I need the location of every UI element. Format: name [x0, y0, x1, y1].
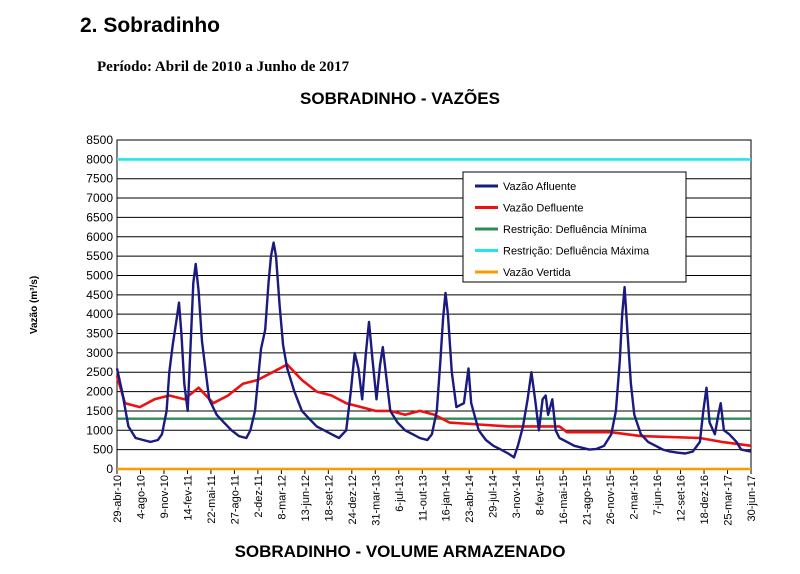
- legend-label: Vazão Vertida: [503, 267, 572, 279]
- y-tick-label: 7500: [86, 172, 113, 186]
- y-axis: 0 500 1000 1500 2000 2500 3000 3500 4000 4500 5000…: [86, 133, 113, 476]
- y-tick-label: 5500: [86, 249, 113, 263]
- x-tick-label: 6-jul-13: [394, 475, 406, 512]
- legend: Vazão Afluente Vazão Defluente Restrição: …: [462, 171, 687, 283]
- section-heading: 2. Sobradinho: [80, 14, 221, 37]
- y-tick-label: 1000: [86, 423, 113, 437]
- x-tick-label: 3-nov-14: [511, 475, 523, 518]
- x-tick-label: 9-nov-10: [159, 475, 171, 518]
- x-tick-label: 11-out-13: [417, 475, 429, 521]
- series-layer: [115, 158, 752, 471]
- next-chart-title: SOBRADINHO - VOLUME ARMAZENADO: [234, 542, 566, 561]
- x-tick-label: 30-jun-17: [746, 475, 758, 521]
- x-tick-label: 14-fev-11: [182, 475, 194, 521]
- chart-title: SOBRADINHO - VAZÕES: [300, 89, 500, 108]
- x-tick-label: 4-ago-10: [135, 475, 147, 519]
- x-tick-label: 29-abr-10: [112, 475, 124, 523]
- y-tick-label: 3500: [86, 327, 113, 341]
- legend-label: Vazão Afluente: [503, 181, 576, 193]
- legend-label: Restrição: Defluência Máxima: [503, 246, 650, 258]
- x-tick-label: 16-mai-15: [558, 475, 570, 525]
- legend-label: Restrição: Defluência Mínima: [503, 224, 648, 236]
- y-tick-label: 4000: [86, 307, 113, 321]
- legend-label: Vazão Defluente: [503, 203, 584, 215]
- x-tick-label: 29-jul-14: [488, 475, 500, 518]
- x-tick-label: 8-mar-12: [276, 475, 288, 520]
- y-tick-label: 8000: [86, 152, 113, 166]
- y-tick-label: 4500: [86, 288, 113, 302]
- x-tick-label: 2-dez-11: [253, 475, 265, 518]
- y-tick-label: 0: [106, 462, 113, 476]
- series-line-2: [115, 363, 752, 448]
- x-tick-label: 27-ago-11: [229, 475, 241, 524]
- period-label: Período: Abril de 2010 a Junho de 2017: [97, 59, 350, 75]
- y-tick-label: 2000: [86, 385, 113, 399]
- flow-chart: 0 500 1000 1500 2000 2500 3000 3500 4000 4500 5000…: [29, 133, 758, 526]
- y-tick-label: 7000: [86, 191, 113, 205]
- y-tick-label: 500: [93, 443, 113, 457]
- x-tick-label: 7-jun-16: [652, 475, 664, 515]
- x-tick-label: 21-ago-15: [582, 475, 594, 525]
- x-tick-label: 18-set-12: [323, 475, 335, 521]
- x-axis: 29-abr-10 4-ago-10 9-nov-10 14-fev-11 22-mai…: [112, 469, 758, 526]
- legend-box: [462, 171, 687, 283]
- x-tick-label: 26-nov-15: [605, 475, 617, 525]
- y-axis-label: Vazão (m³/s): [29, 276, 40, 334]
- y-tick-label: 8500: [86, 133, 113, 147]
- x-tick-label: 16-jan-14: [441, 475, 453, 521]
- x-tick-label: 31-mar-13: [370, 475, 382, 526]
- y-tick-label: 5000: [86, 268, 113, 282]
- series-line-1: [115, 241, 752, 459]
- y-tick-label: 3000: [86, 346, 113, 360]
- y-tick-label: 6500: [86, 210, 113, 224]
- x-tick-label: 23-abr-14: [464, 475, 476, 523]
- y-tick-label: 2500: [86, 365, 113, 379]
- y-tick-label: 1500: [86, 404, 113, 418]
- x-tick-label: 24-dez-12: [347, 475, 359, 525]
- x-tick-label: 12-set-16: [676, 475, 688, 521]
- x-tick-label: 8-fev-15: [535, 475, 547, 515]
- x-tick-label: 13-jun-12: [300, 475, 312, 521]
- x-tick-label: 22-mai-11: [206, 475, 218, 524]
- x-tick-label: 25-mar-17: [723, 475, 735, 526]
- x-tick-label: 18-dez-16: [699, 475, 711, 525]
- y-tick-label: 6000: [86, 230, 113, 244]
- x-tick-label: 2-mar-16: [629, 475, 641, 520]
